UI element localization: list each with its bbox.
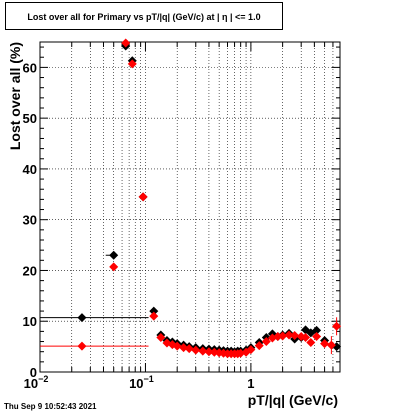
x-tick-labels: 10−2 10−1 1 — [24, 374, 255, 391]
x-tick-label: 10−2 — [24, 374, 49, 391]
marker-red — [278, 331, 288, 341]
marker-red — [332, 321, 342, 331]
marker-red — [191, 345, 201, 355]
y-tick-labels: 0 10 20 30 40 50 60 — [23, 60, 37, 380]
y-tick-label: 10 — [23, 314, 37, 329]
marker-red — [284, 330, 294, 340]
plot-frame — [39, 41, 341, 373]
axis-ticks — [39, 42, 341, 373]
chart-title: Lost over all for Primary vs pT/|q| (GeV… — [5, 2, 283, 30]
marker-red — [138, 192, 148, 202]
marker-red — [326, 340, 336, 350]
marker-red — [184, 344, 194, 354]
marker-red — [290, 330, 300, 340]
marker-red — [204, 347, 214, 357]
x-axis-label: pT/|q| (GeV/c) — [248, 392, 338, 408]
y-tick-label: 50 — [23, 111, 37, 126]
marker-black — [77, 313, 87, 323]
marker-black — [312, 325, 322, 335]
marker-red — [172, 341, 182, 351]
marker-red — [121, 38, 131, 48]
marker-red — [198, 346, 208, 356]
x-tick-label: 1 — [247, 376, 254, 391]
marker-red — [156, 332, 166, 342]
marker-red — [149, 311, 159, 321]
marker-red — [127, 59, 137, 69]
x-tick-label: 10−1 — [129, 374, 154, 391]
marker-red — [179, 343, 189, 353]
y-axis-label: Lost over all (%) — [7, 42, 23, 150]
marker-red — [312, 331, 322, 341]
marker-black — [109, 250, 119, 260]
marker-red — [77, 341, 87, 351]
marker-red — [246, 345, 256, 355]
y-tick-label: 60 — [23, 60, 37, 75]
marker-red — [261, 337, 271, 347]
data-markers — [77, 38, 342, 359]
y-tick-label: 40 — [23, 162, 37, 177]
y-tick-label: 30 — [23, 213, 37, 228]
y-tick-label: 0 — [30, 365, 37, 380]
marker-red — [109, 262, 119, 272]
marker-red — [320, 339, 330, 349]
marker-red — [306, 338, 316, 348]
grid-lines — [40, 42, 340, 372]
marker-red — [301, 332, 311, 342]
y-tick-label: 20 — [23, 263, 37, 278]
timestamp: Thu Sep 9 10:52:43 2021 — [4, 402, 97, 411]
marker-black — [149, 306, 159, 316]
marker-red — [254, 341, 264, 351]
